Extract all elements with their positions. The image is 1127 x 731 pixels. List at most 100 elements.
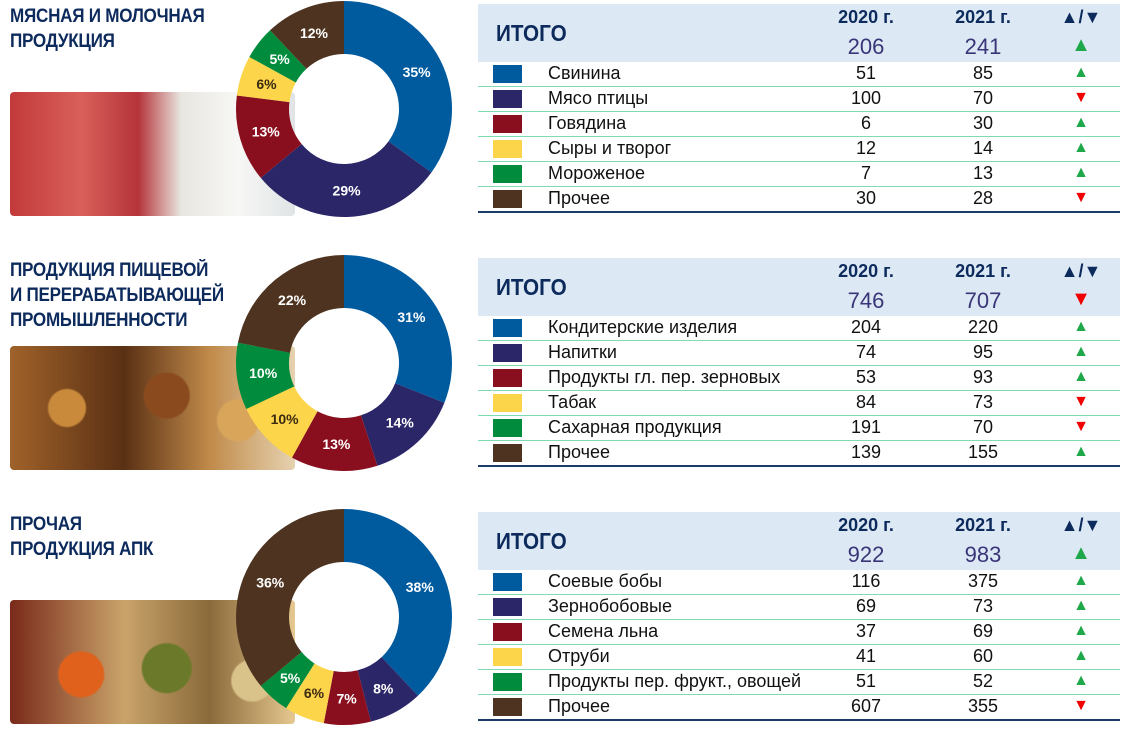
legend-swatch <box>493 190 522 208</box>
value-2021: 14 <box>972 138 994 158</box>
legend-swatch <box>493 394 522 412</box>
donut-slice <box>344 509 452 696</box>
summary-table: ИТОГО 2020 г. 2021 г. ▲/▼ 746 707 ▼ Конд… <box>478 258 1120 467</box>
slice-label: 38% <box>406 579 435 595</box>
trend-up-icon: ▲ <box>1073 368 1089 385</box>
slice-label: 35% <box>403 64 432 80</box>
trend-up-icon: ▲ <box>1073 622 1089 639</box>
row-label: Прочее <box>548 696 610 716</box>
row-label: Продукты гл. пер. зерновых <box>548 367 781 387</box>
slice-label: 6% <box>256 76 277 92</box>
legend-swatch <box>493 598 522 616</box>
slice-label: 12% <box>300 25 329 41</box>
year-2021-header: 2021 г. <box>955 515 1011 535</box>
row-label: Мясо птицы <box>548 88 649 108</box>
trend-up-icon: ▲ <box>1073 647 1089 664</box>
row-label: Табак <box>548 392 596 412</box>
row-label: Сыры и творог <box>548 138 672 158</box>
summary-table: ИТОГО 2020 г. 2021 г. ▲/▼ 206 241 ▲ Свин… <box>478 4 1120 213</box>
slice-label: 5% <box>269 51 290 67</box>
slice-label: 7% <box>336 690 357 706</box>
table-row: Прочее 30 28 ▼ <box>478 187 1120 213</box>
section-title: МЯСНАЯ И МОЛОЧНАЯ ПРОДУКЦИЯ <box>10 6 205 52</box>
slice-label: 14% <box>386 414 415 430</box>
trend-up-icon: ▲ <box>1073 343 1089 360</box>
trend-header: ▲/▼ <box>1060 515 1102 535</box>
table-row: Прочее 139 155 ▲ <box>478 441 1120 467</box>
table-row: Отруби 41 60 ▲ <box>478 645 1120 670</box>
table-row: Напитки 74 95 ▲ <box>478 341 1120 366</box>
total-2020: 922 <box>847 542 885 567</box>
row-label: Говядина <box>548 113 627 133</box>
slice-label: 6% <box>304 685 325 701</box>
row-label: Кондитерские изделия <box>548 317 738 337</box>
table-row: Табак 84 73 ▼ <box>478 391 1120 416</box>
trend-header: ▲/▼ <box>1060 7 1102 27</box>
donut-slice <box>357 657 418 722</box>
trend-up-icon: ▲ <box>1073 443 1089 460</box>
value-2020: 51 <box>855 671 877 691</box>
slice-label: 10% <box>271 411 300 427</box>
total-2021: 983 <box>964 542 1002 567</box>
total-2021: 241 <box>964 34 1002 59</box>
value-2020: 53 <box>855 367 877 387</box>
value-2021: 73 <box>972 596 994 616</box>
slice-label: 8% <box>373 680 394 696</box>
trend-down-icon: ▼ <box>1073 697 1089 714</box>
row-label: Свинина <box>548 63 621 83</box>
value-2021: 95 <box>972 342 994 362</box>
summary-table: ИТОГО 2020 г. 2021 г. ▲/▼ 922 983 ▲ Соев… <box>478 512 1120 721</box>
value-2020: 74 <box>855 342 877 362</box>
table-row: Семена льна 37 69 ▲ <box>478 620 1120 645</box>
table-row: Прочее 607 355 ▼ <box>478 695 1120 721</box>
donut-slice <box>260 141 432 217</box>
value-2020: 100 <box>850 88 882 108</box>
year-2020-header: 2020 г. <box>838 7 894 27</box>
section-1: МЯСНАЯ И МОЛОЧНАЯ ПРОДУКЦИЯ 35% 29% 13% 6% 5… <box>0 0 1127 218</box>
donut-slice <box>249 30 307 83</box>
value-2020: 607 <box>850 696 882 716</box>
legend-swatch <box>493 115 522 133</box>
donut-slice <box>291 411 378 471</box>
value-2021: 70 <box>972 417 994 437</box>
table-row: Продукты пер. фрукт., овощей 51 52 ▲ <box>478 670 1120 695</box>
row-label: Напитки <box>548 342 617 362</box>
row-label: Мороженое <box>548 163 646 183</box>
legend-swatch <box>493 65 522 83</box>
table-row: Говядина 6 30 ▲ <box>478 112 1120 137</box>
trend-up-icon: ▲ <box>1073 672 1089 689</box>
trend-up-icon: ▲ <box>1073 139 1089 156</box>
donut-slice <box>344 255 452 403</box>
value-2021: 85 <box>972 63 994 83</box>
year-2021-header: 2021 г. <box>955 261 1011 281</box>
section-title: ПРОЧАЯ ПРОДУКЦИЯ АПК <box>10 514 154 560</box>
slice-label: 10% <box>249 365 278 381</box>
donut-slice <box>236 509 344 686</box>
trend-down-icon: ▼ <box>1073 418 1089 435</box>
slice-label: 31% <box>397 309 426 325</box>
value-2020: 139 <box>850 442 882 462</box>
slice-label: 22% <box>278 292 307 308</box>
legend-swatch <box>493 344 522 362</box>
row-label: Прочее <box>548 188 610 208</box>
legend-swatch <box>493 673 522 691</box>
value-2021: 155 <box>967 442 999 462</box>
value-2021: 28 <box>972 188 994 208</box>
trend-up-icon: ▲ <box>1071 542 1091 564</box>
value-2021: 70 <box>972 88 994 108</box>
year-2021-header: 2021 г. <box>955 7 1011 27</box>
donut-slice <box>246 386 318 458</box>
total-2020: 206 <box>847 34 885 59</box>
slice-label: 29% <box>333 182 362 198</box>
table-header: ИТОГО 2020 г. 2021 г. ▲/▼ 746 707 ▼ <box>478 258 1120 316</box>
table-row: Мясо птицы 100 70 ▼ <box>478 87 1120 112</box>
value-2021: 220 <box>967 317 999 337</box>
donut-slice <box>286 663 334 724</box>
trend-up-icon: ▲ <box>1071 34 1091 56</box>
table-row: Свинина 51 85 ▲ <box>478 62 1120 87</box>
legend-swatch <box>493 444 522 462</box>
table-row: Зернобобовые 69 73 ▲ <box>478 595 1120 620</box>
legend-swatch <box>493 573 522 591</box>
total-label: ИТОГО <box>496 20 567 46</box>
trend-up-icon: ▲ <box>1073 114 1089 131</box>
